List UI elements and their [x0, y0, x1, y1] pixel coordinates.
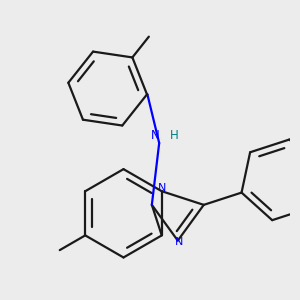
Text: N: N [175, 237, 184, 247]
Text: N: N [158, 183, 167, 193]
Text: H: H [169, 129, 178, 142]
Text: N: N [150, 129, 159, 142]
